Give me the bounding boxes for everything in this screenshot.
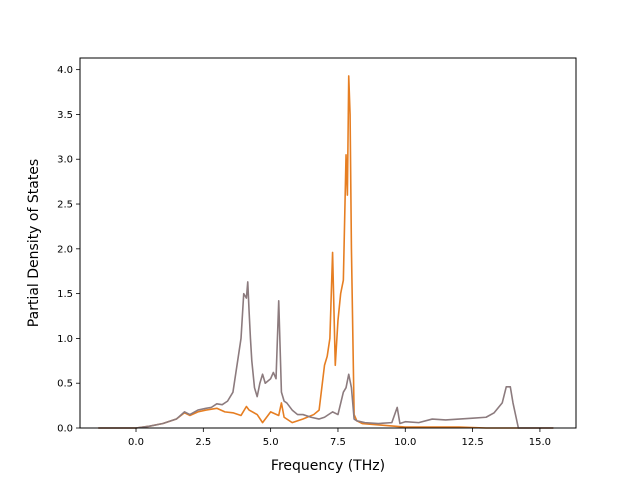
- plot-area: [79, 57, 577, 429]
- series-layer: [98, 75, 554, 429]
- x-tick-label: 7.5: [330, 437, 346, 448]
- series-line-2: [98, 281, 554, 429]
- y-tick-label: 2.0: [57, 244, 73, 255]
- x-tick-label: 15.0: [529, 437, 551, 448]
- y-tick-label: 3.5: [57, 110, 73, 121]
- x-tick-label: 2.5: [195, 437, 211, 448]
- x-tick-label: 12.5: [461, 437, 483, 448]
- y-axis-title: Partial Density of States: [26, 159, 42, 327]
- x-tick-label: 5.0: [263, 437, 279, 448]
- axes-frame: [79, 57, 577, 429]
- x-axis-ticks: 0.0 2.5 5.0 7.5 10.0 12.5 15.0: [128, 428, 551, 448]
- y-tick-label: 0.5: [57, 379, 73, 390]
- y-tick-label: 3.0: [57, 155, 73, 166]
- y-axis-ticks: 0.0 0.5 1.0 1.5 2.0 2.5 3.0 3.5 4.0: [57, 65, 80, 435]
- y-tick-label: 2.5: [57, 200, 73, 211]
- y-tick-label: 1.0: [57, 334, 73, 345]
- x-axis-title: Frequency (THz): [271, 458, 385, 474]
- series-line-1: [98, 75, 554, 429]
- x-tick-label: 0.0: [128, 437, 144, 448]
- x-tick-label: 10.0: [394, 437, 416, 448]
- y-tick-label: 0.0: [57, 424, 73, 435]
- y-tick-label: 1.5: [57, 289, 73, 300]
- y-tick-label: 4.0: [57, 65, 73, 76]
